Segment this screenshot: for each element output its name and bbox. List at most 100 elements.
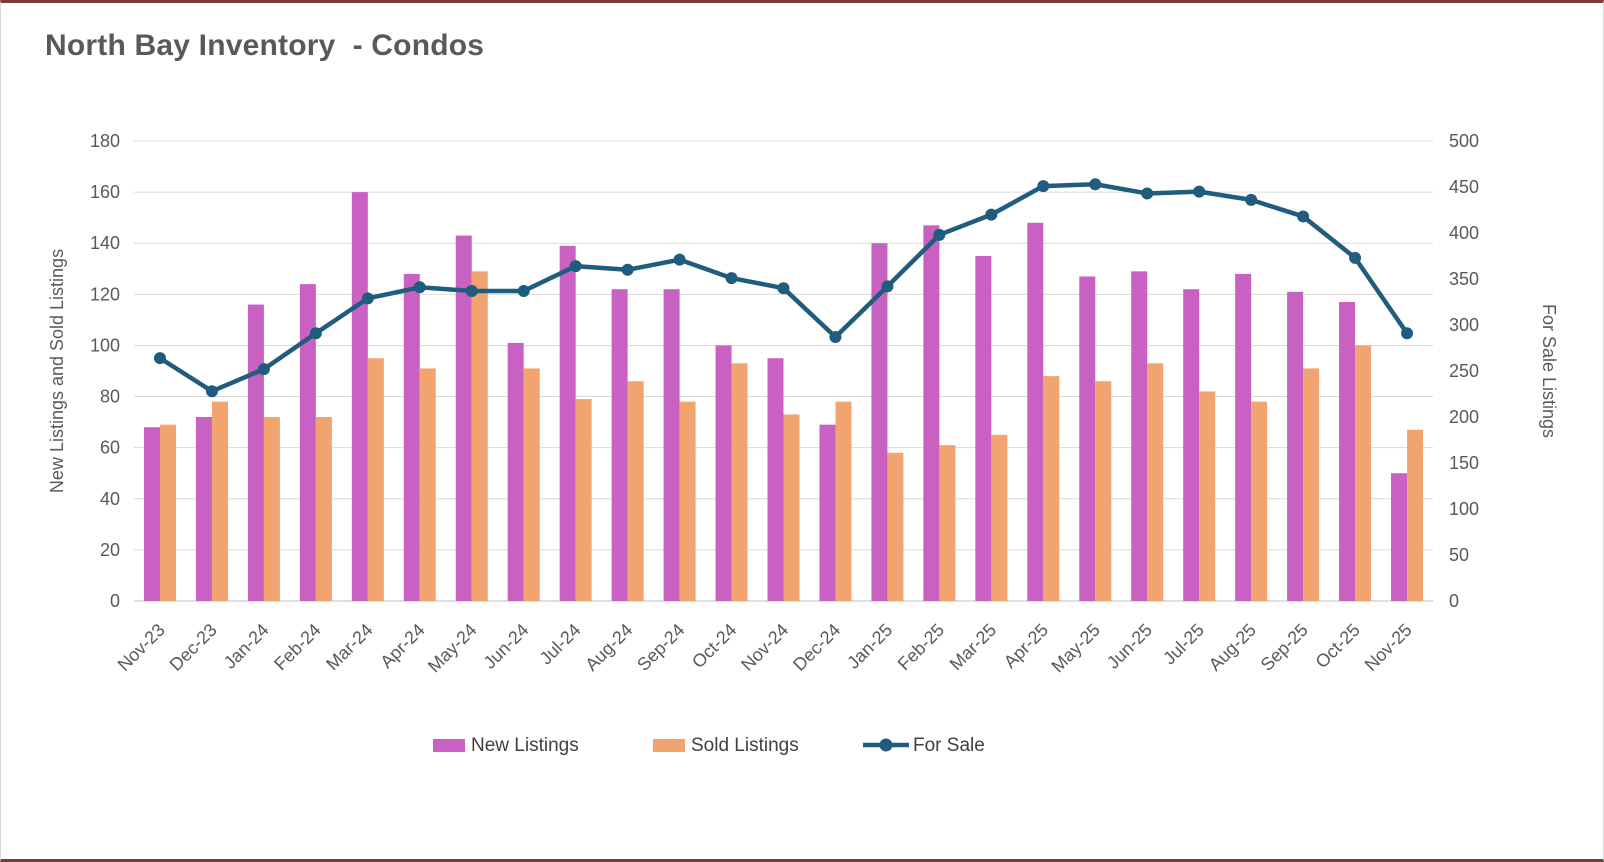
- x-tick-label: Oct-24: [688, 620, 740, 672]
- right-y-tick-label: 100: [1449, 499, 1479, 519]
- x-tick-label: Sep-24: [633, 620, 688, 675]
- bar-sold-listings: [1303, 368, 1320, 601]
- bar-new-listings: [663, 289, 680, 601]
- bar-sold-listings: [627, 381, 644, 601]
- bar-new-listings: [1235, 273, 1252, 601]
- bar-new-listings: [299, 284, 316, 601]
- legend-swatch-sold-listings: [653, 739, 685, 752]
- for-sale-marker: [673, 253, 686, 266]
- x-tick-label: Sep-25: [1257, 620, 1312, 675]
- right-y-tick-label: 500: [1449, 131, 1479, 151]
- bar-sold-listings: [523, 368, 540, 601]
- bar-new-listings: [507, 342, 524, 601]
- bar-new-listings: [559, 245, 576, 601]
- for-sale-marker: [829, 330, 842, 343]
- left-y-tick-label: 180: [90, 131, 120, 151]
- x-tick-label: Mar-25: [946, 620, 1000, 674]
- inventory-combo-chart: 0 20 40 60 80 100 120 140 160 180 0 50 100 150 200 250 3…: [47, 131, 1559, 756]
- bar-new-listings: [819, 424, 836, 601]
- bar-sold-listings: [835, 401, 852, 601]
- left-y-tick-label: 20: [100, 540, 120, 560]
- for-sale-marker: [257, 363, 270, 376]
- for-sale-marker: [205, 385, 218, 398]
- x-tick-label: Feb-25: [894, 620, 948, 674]
- x-tick-label: Nov-25: [1361, 620, 1416, 675]
- x-tick-label: May-24: [424, 620, 481, 677]
- for-sale-marker: [881, 280, 894, 293]
- bar-sold-listings: [939, 445, 956, 601]
- for-sale-marker: [1089, 178, 1102, 191]
- bar-sold-listings: [679, 401, 696, 601]
- for-sale-marker: [517, 284, 530, 297]
- bar-new-listings: [1131, 271, 1148, 601]
- right-y-tick-label: 150: [1449, 453, 1479, 473]
- for-sale-marker: [1297, 210, 1310, 223]
- left-y-tick-label: 60: [100, 438, 120, 458]
- bar-sold-listings: [1251, 401, 1268, 601]
- for-sale-marker: [1193, 185, 1206, 198]
- bar-new-listings: [1027, 222, 1044, 601]
- x-tick-label: May-25: [1047, 620, 1104, 677]
- x-tick-label: Nov-24: [737, 620, 792, 675]
- x-tick-label: Aug-24: [581, 620, 636, 675]
- for-sale-marker: [153, 352, 166, 365]
- for-sale-marker: [1401, 327, 1414, 340]
- legend-label-sold-listings: Sold Listings: [691, 735, 799, 756]
- left-y-tick-label: 100: [90, 335, 120, 355]
- bar-sold-listings: [471, 271, 488, 601]
- bar-new-listings: [351, 192, 368, 601]
- bar-sold-listings: [211, 401, 228, 601]
- for-sale-marker: [777, 282, 790, 295]
- left-y-tick-label: 140: [90, 233, 120, 253]
- bar-sold-listings: [887, 452, 904, 601]
- for-sale-marker: [1141, 187, 1154, 200]
- bar-sold-listings: [419, 368, 436, 601]
- x-tick-label: Aug-25: [1205, 620, 1260, 675]
- x-tick-label: Dec-23: [166, 620, 221, 675]
- x-tick-label: Jan-25: [843, 620, 896, 673]
- for-sale-marker: [1245, 193, 1258, 206]
- bar-sold-listings: [263, 417, 280, 601]
- bar-sold-listings: [1407, 429, 1424, 601]
- bar-new-listings: [247, 304, 264, 601]
- for-sale-marker: [309, 327, 322, 340]
- x-tick-label: Dec-24: [789, 620, 844, 675]
- for-sale-marker: [569, 260, 582, 273]
- x-tick-label: Nov-23: [114, 620, 169, 675]
- x-tick-label: Apr-25: [1000, 620, 1052, 672]
- bar-new-listings: [923, 225, 940, 602]
- legend-marker-for-sale: [879, 738, 893, 752]
- bar-new-listings: [871, 243, 888, 601]
- bar-new-listings: [1183, 289, 1200, 601]
- right-y-tick-label: 250: [1449, 361, 1479, 381]
- for-sale-marker: [725, 272, 738, 285]
- legend-label-for-sale: For Sale: [913, 735, 985, 756]
- for-sale-marker: [413, 281, 426, 294]
- bar-new-listings: [455, 235, 472, 602]
- x-tick-label: Mar-24: [322, 620, 376, 674]
- bar-sold-listings: [1095, 381, 1112, 601]
- bar-new-listings: [195, 417, 212, 601]
- legend-label-new-listings: New Listings: [471, 735, 579, 756]
- bar-sold-listings: [1355, 345, 1372, 601]
- for-sale-marker: [465, 284, 478, 297]
- x-tick-label: Jun-24: [479, 620, 532, 673]
- right-axis-title: For Sale Listings: [1539, 304, 1559, 438]
- left-y-tick-label: 0: [110, 591, 120, 611]
- page-title: North Bay Inventory - Condos: [45, 29, 485, 62]
- bar-sold-listings: [159, 424, 176, 601]
- x-tick-label: Feb-24: [270, 620, 324, 674]
- bar-sold-listings: [575, 399, 592, 601]
- x-tick-label: Jul-24: [536, 620, 585, 669]
- bar-sold-listings: [1199, 391, 1216, 601]
- bar-new-listings: [1391, 473, 1408, 601]
- bar-sold-listings: [1043, 376, 1060, 601]
- bar-new-listings: [1339, 302, 1356, 601]
- right-y-tick-label: 400: [1449, 223, 1479, 243]
- left-y-tick-label: 160: [90, 182, 120, 202]
- left-y-tick-label: 80: [100, 387, 120, 407]
- left-y-tick-label: 40: [100, 489, 120, 509]
- for-sale-marker: [1349, 251, 1362, 264]
- legend-swatch-new-listings: [433, 739, 465, 752]
- right-y-tick-label: 300: [1449, 315, 1479, 335]
